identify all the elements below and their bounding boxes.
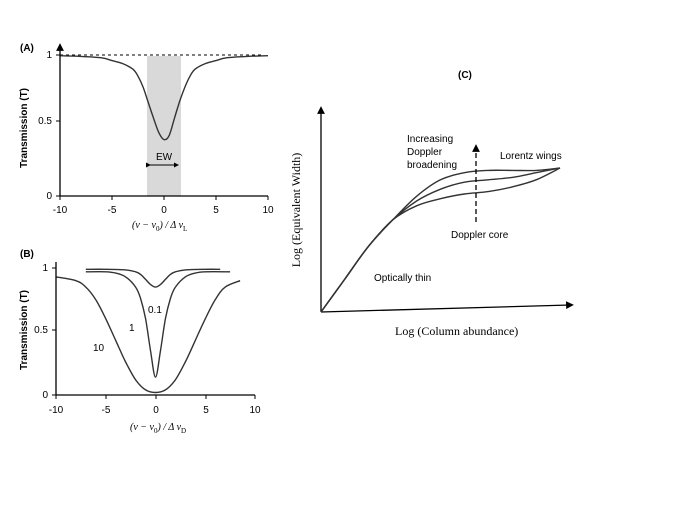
- panel-a-ytick-label-1: 1: [46, 50, 52, 61]
- panel-a: (A) 1 0.5 0 -10 -5 0 5 10 Transmission (…: [19, 43, 274, 233]
- panel-b-curve-label-1: 1: [129, 323, 135, 334]
- panel-a-profile-curve: [59, 55, 269, 141]
- panel-b-x-axis-title: (ν − ν0) / Δ νD: [130, 422, 186, 435]
- panel-b-ytick-label-0: 0: [42, 390, 48, 401]
- panel-a-xlabel-mid: ) / Δ ν: [158, 220, 183, 231]
- panel-a-xlabel-sub-l: L: [183, 225, 187, 233]
- panel-c-annotation-optically-thin: Optically thin: [374, 273, 431, 284]
- panel-a-ytick-label-05: 0.5: [38, 116, 52, 127]
- panel-b-curve-01: [85, 268, 221, 288]
- panel-b-xlabel-mid: ) / Δ ν: [156, 422, 181, 433]
- panel-b-xtick-label-10: 10: [249, 405, 261, 416]
- panel-b-ytick-label-05: 0.5: [34, 325, 48, 336]
- panel-b-xtick-label-5: 5: [203, 405, 209, 416]
- panel-a-x-axis-title: (ν − ν0) / Δ νL: [132, 220, 187, 233]
- panel-c-annotation-increasing: Increasing: [407, 134, 453, 145]
- panel-c-x-axis-title: Log (Column abundance): [395, 324, 518, 338]
- panel-c-label: (C): [458, 70, 472, 81]
- panel-c-annotation-broadening: broadening: [407, 160, 457, 171]
- panel-b-xtick-label-m5: -5: [102, 405, 111, 416]
- panel-b-xlabel-sub-d: D: [181, 427, 186, 435]
- panel-c-x-axis: [320, 301, 574, 313]
- panel-a-label: (A): [20, 43, 34, 54]
- panel-c-curve-mid: [320, 167, 561, 313]
- panel-a-xtick-label-10: 10: [262, 205, 274, 216]
- panel-b-xtick-label-m10: -10: [49, 405, 64, 416]
- panel-b-ytick-label-1: 1: [42, 263, 48, 274]
- panel-b-xlabel-lhs: (ν − ν: [130, 422, 155, 433]
- panel-b-curve-label-01: 0.1: [148, 305, 162, 316]
- panel-b-curve-10: [55, 276, 241, 394]
- panel-b-xtick-label-0: 0: [153, 405, 159, 416]
- panel-a-y-axis-title: Transmission (T): [19, 88, 30, 168]
- panel-b-label: (B): [20, 249, 34, 260]
- panel-a-xlabel-lhs: (ν − ν: [132, 220, 157, 231]
- panel-c-annotation-lorentz: Lorentz wings: [500, 151, 562, 162]
- panel-b-y-axis-title: Transmission (T): [19, 290, 30, 370]
- panel-a-xtick-label-m5: -5: [108, 205, 117, 216]
- panel-c-annotation-doppler-core: Doppler core: [451, 230, 509, 241]
- panel-c-annotation-doppler: Doppler: [407, 147, 443, 158]
- panel-b-xlabel-sub0: 0: [154, 427, 158, 435]
- panel-a-xtick-label-0: 0: [161, 205, 167, 216]
- panel-c: (C) Log (Equivalent Width) Log (Column a…: [289, 70, 574, 338]
- panel-a-ew-band: [147, 56, 181, 196]
- panel-a-ew-label: EW: [156, 152, 173, 163]
- panel-a-xlabel-sub0: 0: [156, 225, 160, 233]
- panel-a-ytick-label-0: 0: [46, 191, 52, 202]
- panel-a-xtick-label-m10: -10: [53, 205, 68, 216]
- panel-b-curve-1: [85, 271, 231, 378]
- panel-c-y-axis-title: Log (Equivalent Width): [289, 153, 303, 268]
- panel-b: (B) 1 0.5 0 -10 -5 0 5 10 Transmission (…: [19, 249, 261, 435]
- panel-a-xtick-label-5: 5: [213, 205, 219, 216]
- panel-c-curve-high: [320, 167, 561, 313]
- panel-b-curve-label-10: 10: [93, 343, 105, 354]
